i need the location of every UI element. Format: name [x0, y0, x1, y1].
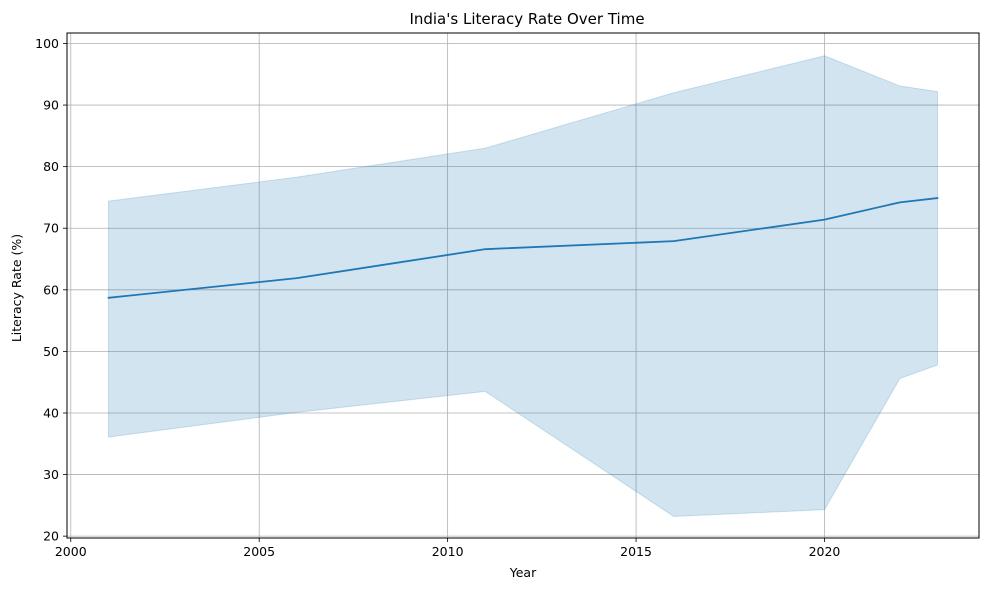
y-tick-label: 30: [43, 467, 59, 482]
y-tick-label: 40: [43, 405, 59, 420]
x-axis-ticks: 2000 2005 2010 2015 2020: [55, 538, 841, 559]
x-tick-label: 2020: [809, 544, 841, 559]
confidence-band: [107, 55, 939, 517]
y-tick-label: 100: [35, 36, 59, 51]
y-tick-label: 20: [43, 529, 59, 544]
y-tick-label: 50: [43, 344, 59, 359]
y-tick-label: 80: [43, 159, 59, 174]
x-tick-label: 2015: [620, 544, 652, 559]
x-tick-label: 2005: [243, 544, 275, 559]
chart-title: India's Literacy Rate Over Time: [409, 10, 644, 28]
literacy-rate-line: [107, 197, 939, 299]
x-tick-label: 2000: [55, 544, 87, 559]
confidence-band-layer: [107, 55, 939, 517]
y-tick-label: 60: [43, 282, 59, 297]
x-tick-label: 2010: [432, 544, 464, 559]
y-axis-label: Literacy Rate (%): [9, 234, 24, 342]
x-axis-label: Year: [509, 565, 537, 580]
y-axis-ticks: 20 30 40 50 60 70 80 90 100: [35, 36, 67, 544]
y-tick-label: 90: [43, 98, 59, 113]
plot-frame: [66, 32, 980, 539]
grid-lines: [67, 33, 979, 538]
y-tick-label: 70: [43, 221, 59, 236]
series-line-layer: [107, 197, 939, 299]
